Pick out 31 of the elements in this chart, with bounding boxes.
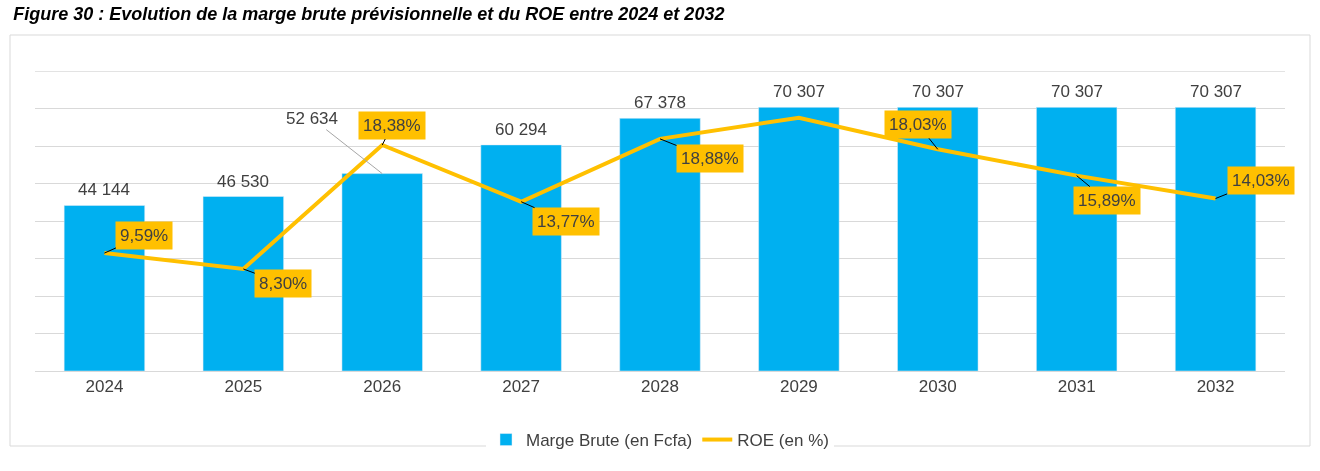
x-tick-label: 2026 [363,377,402,397]
bar [758,107,840,371]
data-label: 9,59% [120,226,169,245]
x-tick-label: 2024 [85,377,124,397]
data-label: 15,89% [1078,191,1136,210]
data-label: 18,03% [889,115,947,134]
data-label: 70 307 [1051,82,1103,101]
data-label: 70 307 [773,82,825,101]
x-tick-label: 2028 [641,377,679,397]
data-label: 8,30% [259,274,308,293]
x-tick-label: 2031 [1057,377,1096,397]
data-label: 13,77% [537,212,595,231]
legend-label: ROE (en %) [737,431,829,451]
data-label: 60 294 [495,120,547,139]
data-label: 52 634 [286,109,338,128]
legend-label: Marge Brute (en Fcfa) [526,431,693,451]
data-label: 18,38% [363,116,421,135]
data-label: 18,88% [681,149,739,168]
data-label: 67 378 [634,93,686,112]
data-label: 46 530 [217,172,269,191]
x-tick-label: 2025 [224,377,263,397]
x-tick-label: 2027 [502,377,541,397]
data-label: 70 307 [1190,82,1242,101]
data-label: 14,03% [1232,171,1290,190]
data-label: 70 307 [912,82,964,101]
data-label: 44 144 [78,180,130,199]
x-tick-label: 2029 [779,377,818,397]
x-tick-label: 2030 [918,377,957,397]
bar [341,173,423,371]
x-tick-label: 2032 [1196,377,1235,397]
chart-title: Figure 30 : Evolution de la marge brute prévisionnelle et du ROE entre 2024 et 2032 [13,3,725,24]
